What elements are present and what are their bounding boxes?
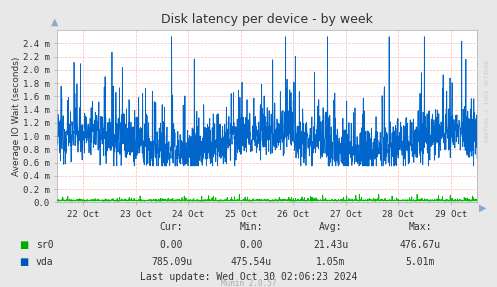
Text: 475.54u: 475.54u [231,257,271,267]
Text: Avg:: Avg: [319,222,342,232]
Text: Max:: Max: [408,222,432,232]
Text: vda: vda [36,257,53,267]
Text: Min:: Min: [239,222,263,232]
Text: Munin 2.0.57: Munin 2.0.57 [221,279,276,287]
Text: ■: ■ [19,240,28,250]
Text: 785.09u: 785.09u [151,257,192,267]
Text: ▶: ▶ [479,203,487,212]
Text: ▲: ▲ [51,17,59,27]
Text: 476.67u: 476.67u [400,240,440,250]
Text: 21.43u: 21.43u [313,240,348,250]
Text: 1.05m: 1.05m [316,257,345,267]
Text: RRDTOOL / TOBI OETIKER: RRDTOOL / TOBI OETIKER [485,59,490,142]
Title: Disk latency per device - by week: Disk latency per device - by week [161,13,373,26]
Text: 0.00: 0.00 [160,240,183,250]
Text: ■: ■ [19,257,28,267]
Text: 0.00: 0.00 [239,240,263,250]
Text: 5.01m: 5.01m [405,257,435,267]
Text: Last update: Wed Oct 30 02:06:23 2024: Last update: Wed Oct 30 02:06:23 2024 [140,272,357,282]
Y-axis label: Average IO Wait (seconds): Average IO Wait (seconds) [12,57,21,176]
Text: Cur:: Cur: [160,222,183,232]
Text: sr0: sr0 [36,240,53,250]
